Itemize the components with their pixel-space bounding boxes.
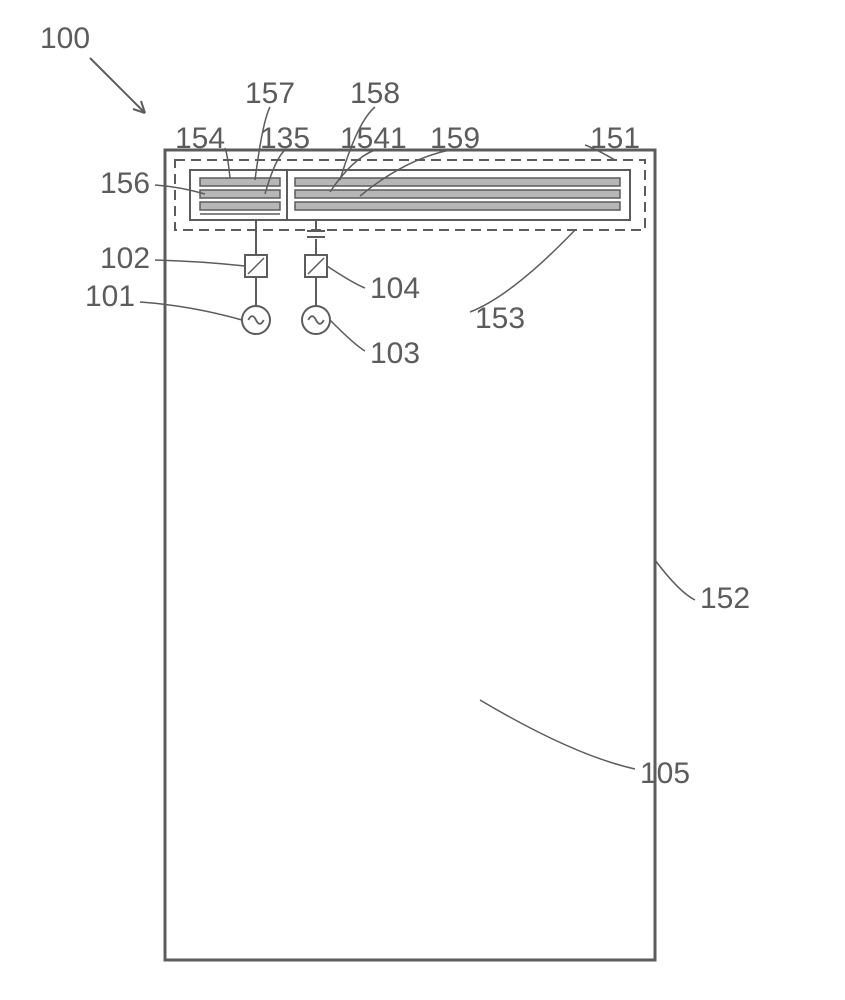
ref-104-label: 104 (370, 272, 420, 305)
ref-102-label: 102 (100, 242, 150, 275)
ref-159-label: 159 (430, 122, 480, 155)
ref-1541-label: 1541 (340, 122, 407, 155)
ref-101-label: 101 (85, 280, 135, 313)
ref-154-label: 154 (175, 122, 225, 155)
ref-100-label: 100 (40, 22, 90, 55)
ref-105-label: 105 (640, 757, 690, 790)
ref-153-label: 153 (475, 302, 525, 335)
ref-151-label: 151 (590, 122, 640, 155)
ref-152-label: 152 (700, 582, 750, 615)
ref-103-label: 103 (370, 337, 420, 370)
ref-135-label: 135 (260, 122, 310, 155)
ref-156-label: 156 (100, 167, 150, 200)
ref-157-label: 157 (245, 77, 295, 110)
ref-158-label: 158 (350, 77, 400, 110)
